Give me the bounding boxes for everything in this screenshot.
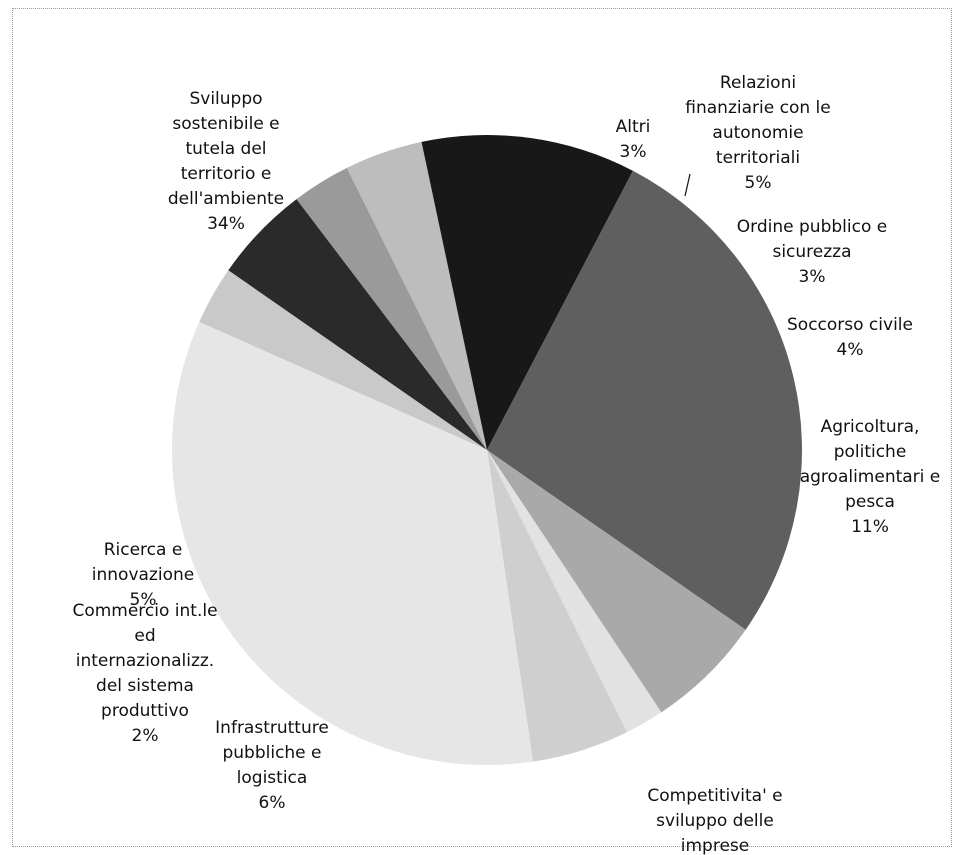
slice-labels: Altri 3% Relazioni finanziarie con le autono…	[72, 73, 940, 855]
pie-slice	[296, 167, 487, 450]
slice-label: Agricoltura, politiche agroalimentari e pes…	[800, 417, 941, 537]
slice-label: Commercio int.le ed internazionalizz. del s…	[72, 601, 217, 746]
leader-lines	[684, 173, 691, 197]
pie-slice	[228, 199, 487, 450]
slice-label: Altri 3%	[616, 117, 651, 162]
slice-label: Soccorso civile 4%	[787, 315, 913, 360]
pie-slice	[487, 450, 628, 762]
pie-slice	[346, 141, 487, 450]
slice-label: Sviluppo sostenibile e tutela del territori…	[168, 89, 284, 234]
pie-slice	[421, 134, 633, 450]
pie-slice	[487, 450, 746, 713]
slice-label: Relazioni finanziarie con le autonomie terr…	[685, 73, 830, 193]
chart-frame	[12, 8, 952, 847]
slice-label: Ricerca e innovazione 5%	[92, 540, 194, 610]
leader-line	[684, 173, 691, 197]
slice-label: Ordine pubblico e sicurezza 3%	[737, 217, 887, 287]
slice-label: Infrastrutture pubbliche e logistica 6%	[215, 718, 329, 813]
pie-slice	[487, 170, 802, 630]
pie-slices	[171, 134, 802, 766]
pie-slice	[171, 321, 534, 766]
pie-slice	[199, 270, 488, 450]
pie-slice	[487, 450, 662, 733]
